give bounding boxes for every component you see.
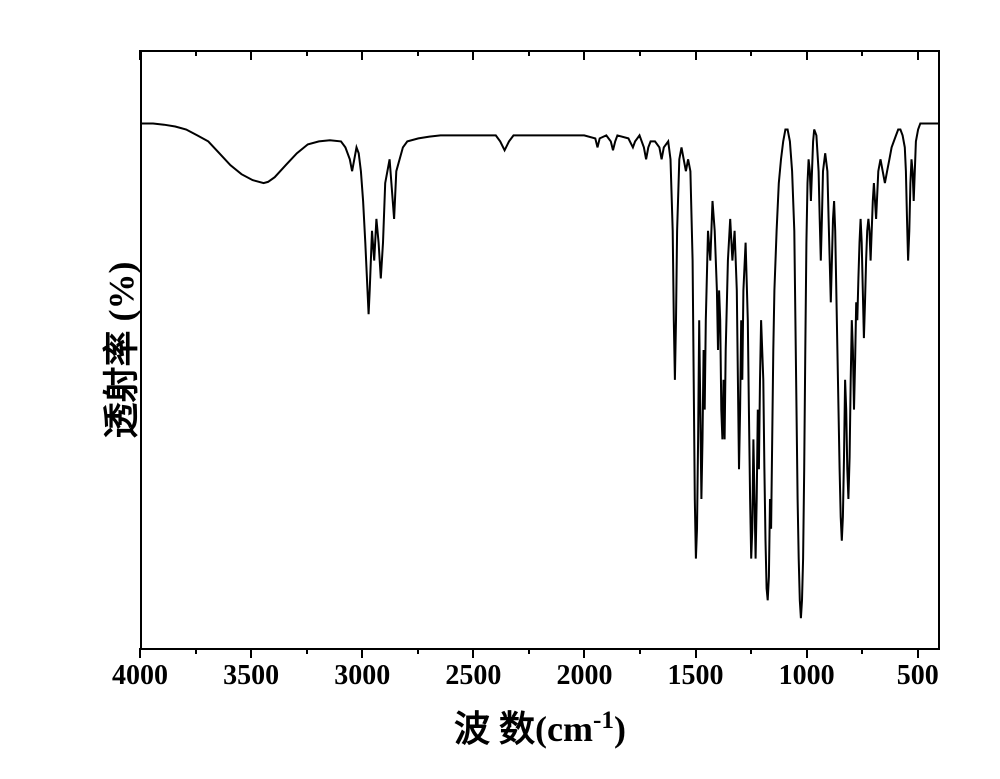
x-tick (139, 648, 141, 658)
x-minor-tick (417, 648, 419, 654)
x-tick-label: 2000 (556, 660, 612, 692)
x-minor-tick (639, 648, 641, 654)
x-tick (583, 50, 585, 60)
x-minor-tick (639, 50, 641, 56)
x-minor-tick (417, 50, 419, 56)
x-tick (583, 648, 585, 658)
x-minor-tick (528, 648, 530, 654)
x-tick (695, 50, 697, 60)
x-tick-label: 500 (897, 660, 939, 692)
x-tick-label: 2500 (445, 660, 501, 692)
x-minor-tick (195, 648, 197, 654)
spectrum-line (142, 52, 938, 648)
ir-spectrum-chart: 透射率 (%) 波 数(cm-1) 4000 3500 3000 2500 2000 15… (0, 0, 1000, 779)
x-minor-tick (195, 50, 197, 56)
x-tick (806, 50, 808, 60)
x-tick (361, 648, 363, 658)
x-tick (472, 50, 474, 60)
x-tick-label: 3500 (223, 660, 279, 692)
x-minor-tick (528, 50, 530, 56)
x-tick-label: 3000 (334, 660, 390, 692)
x-tick (917, 648, 919, 658)
x-tick (472, 648, 474, 658)
plot-area (140, 50, 940, 650)
x-tick (139, 50, 141, 60)
x-tick-label: 4000 (112, 660, 168, 692)
x-tick (361, 50, 363, 60)
x-minor-tick (306, 648, 308, 654)
x-minor-tick (306, 50, 308, 56)
x-minor-tick (750, 648, 752, 654)
x-minor-tick (750, 50, 752, 56)
x-tick (250, 50, 252, 60)
x-tick (917, 50, 919, 60)
x-tick-label: 1500 (668, 660, 724, 692)
x-minor-tick (861, 648, 863, 654)
x-tick (806, 648, 808, 658)
x-axis-label: 波 数(cm-1) (454, 700, 626, 752)
x-minor-tick (861, 50, 863, 56)
x-tick (695, 648, 697, 658)
x-tick-label: 1000 (779, 660, 835, 692)
x-tick (250, 648, 252, 658)
y-axis-label: 透射率 (%) (92, 262, 144, 439)
